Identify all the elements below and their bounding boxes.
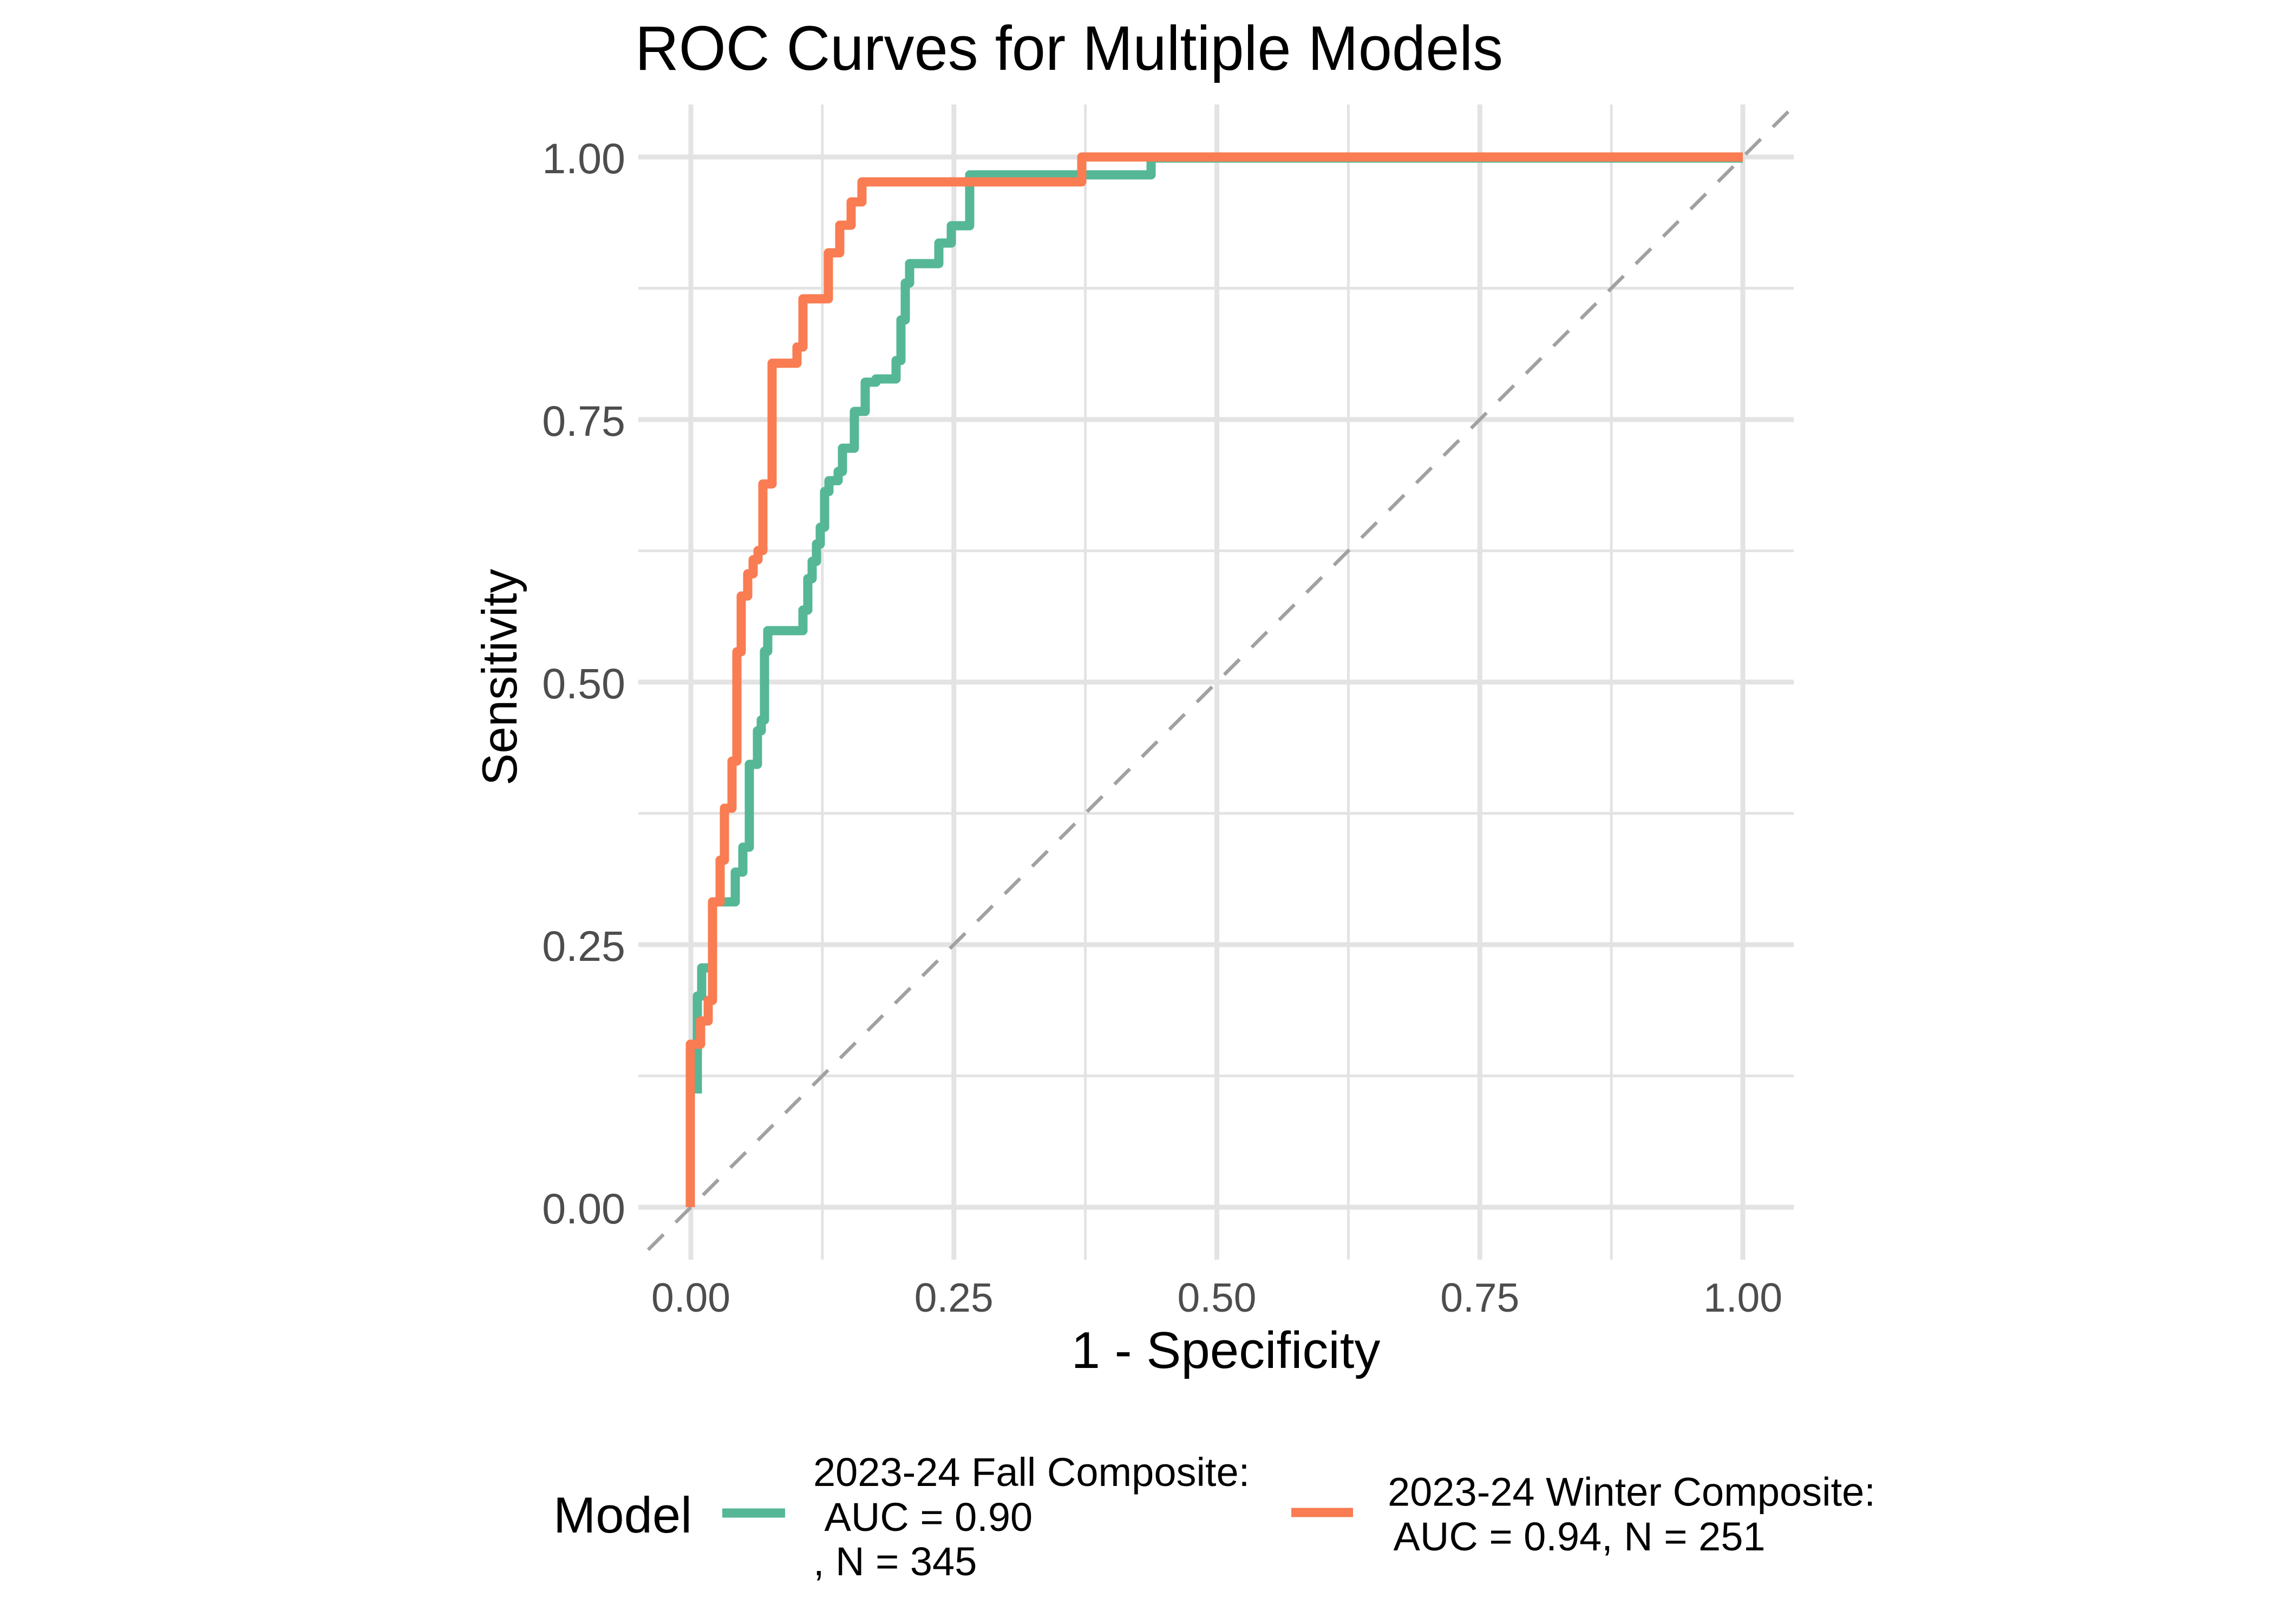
svg-text:0.50: 0.50 bbox=[1178, 1275, 1257, 1320]
svg-text:1.00: 1.00 bbox=[1703, 1275, 1782, 1320]
svg-text:2023-24 Fall Composite:: 2023-24 Fall Composite: bbox=[813, 1450, 1250, 1495]
svg-text:2023-24 Winter Composite:: 2023-24 Winter Composite: bbox=[1388, 1470, 1876, 1515]
svg-text:1.00: 1.00 bbox=[542, 134, 625, 182]
svg-text:AUC = 0.90: AUC = 0.90 bbox=[813, 1495, 1033, 1540]
svg-text:0.75: 0.75 bbox=[1440, 1275, 1519, 1320]
svg-text:0.50: 0.50 bbox=[542, 659, 625, 708]
svg-text:Model: Model bbox=[553, 1487, 692, 1543]
svg-text:ROC Curves for Multiple Models: ROC Curves for Multiple Models bbox=[635, 13, 1503, 83]
svg-text:, N = 345: , N = 345 bbox=[813, 1539, 977, 1584]
svg-text:1 - Specificity: 1 - Specificity bbox=[1071, 1321, 1381, 1379]
svg-text:0.25: 0.25 bbox=[542, 922, 625, 970]
svg-text:0.00: 0.00 bbox=[542, 1184, 625, 1233]
svg-text:0.00: 0.00 bbox=[651, 1275, 730, 1320]
svg-text:0.25: 0.25 bbox=[914, 1275, 994, 1320]
svg-text:Sensitivity: Sensitivity bbox=[473, 569, 527, 785]
svg-text:AUC = 0.94, N = 251: AUC = 0.94, N = 251 bbox=[1382, 1514, 1766, 1559]
svg-text:0.75: 0.75 bbox=[542, 397, 625, 445]
